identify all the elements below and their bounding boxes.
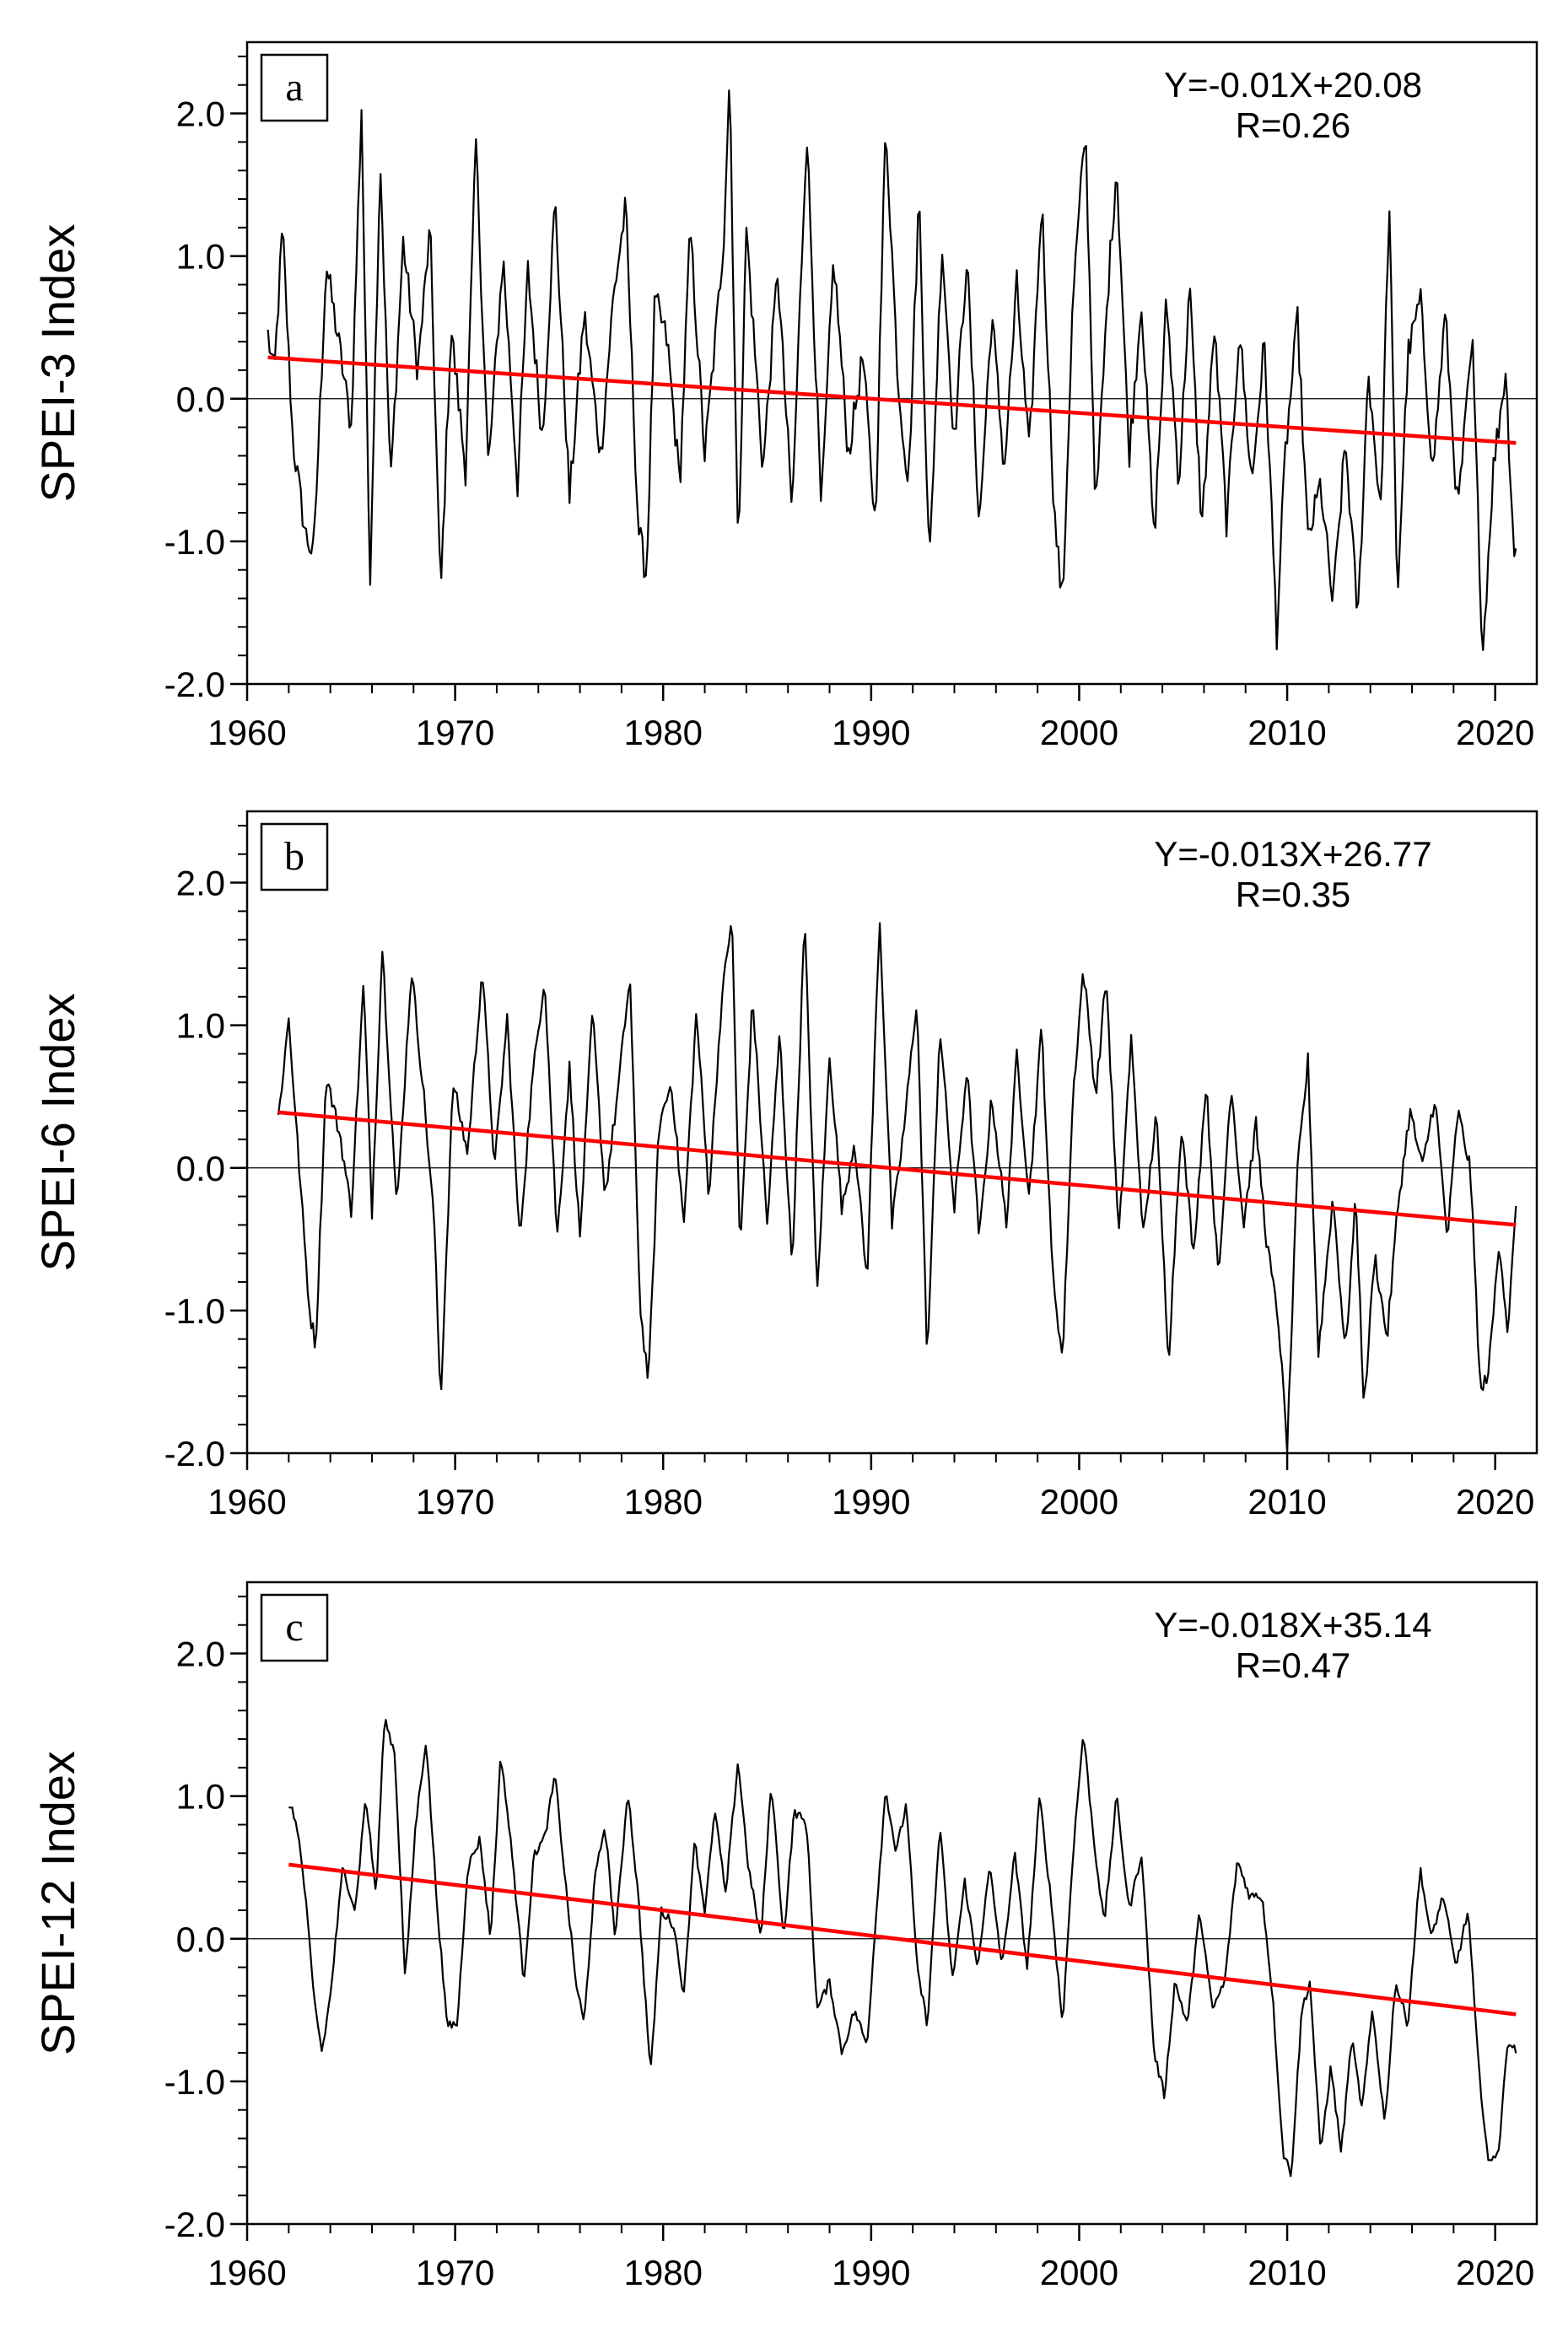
y-tick-label: 0.0 — [176, 1920, 225, 1959]
x-tick-label: 2000 — [1040, 2253, 1118, 2292]
chart-panel-c: 1960 1970 1980 1990 2000 2010 2020 -2.0 -1.0 0.0 1… — [31, 1581, 1538, 2292]
trend-equation: Y=-0.01X+20.08 — [1164, 65, 1422, 105]
y-tick-label: -1.0 — [164, 2062, 225, 2102]
x-tick-label: 1990 — [832, 2253, 910, 2292]
correlation-r: R=0.47 — [1236, 1645, 1351, 1685]
plot-frame — [245, 40, 1538, 686]
x-tick-label: 1980 — [624, 1482, 703, 1521]
x-tick-label: 2010 — [1247, 713, 1326, 752]
x-tick-label: 1990 — [832, 1482, 910, 1521]
panel-label: a — [285, 65, 303, 110]
x-tick-label: 2020 — [1456, 2253, 1534, 2292]
x-tick-label: 2000 — [1040, 713, 1118, 752]
chart-panel-b: 1960 1970 1980 1990 2000 2010 2020 -2.0 -1.0 0.0 1… — [31, 810, 1538, 1521]
trend-equation: Y=-0.013X+26.77 — [1154, 834, 1431, 874]
x-tick-label: 2010 — [1247, 1482, 1326, 1521]
x-tick-label: 2020 — [1456, 713, 1534, 752]
x-tick-label: 1960 — [207, 2253, 286, 2292]
y-tick-label: -1.0 — [164, 1291, 225, 1331]
y-tick-label: 0.0 — [176, 380, 225, 419]
x-tick-label: 1980 — [624, 2253, 703, 2292]
x-tick-label: 2010 — [1247, 2253, 1326, 2292]
y-axis-label: SPEI-12 Index — [31, 1751, 84, 2055]
x-tick-label: 1970 — [416, 2253, 494, 2292]
y-tick-label: 2.0 — [176, 864, 225, 903]
x-tick-label: 1960 — [207, 713, 286, 752]
y-tick-label: -2.0 — [164, 665, 225, 704]
y-tick-label: 2.0 — [176, 1634, 225, 1674]
series-line-0 — [288, 1719, 1517, 2178]
x-tick-label: 1970 — [416, 713, 494, 752]
y-tick-label: -2.0 — [164, 1434, 225, 1473]
x-tick-label: 1990 — [832, 713, 910, 752]
panel-label-box — [260, 53, 329, 122]
y-tick-label: 1.0 — [176, 1006, 225, 1046]
x-tick-label: 1980 — [624, 713, 703, 752]
chart-panel-a: 1960 1970 1980 1990 2000 2010 2020 -2.0 -1.0 0.0 1… — [31, 40, 1538, 752]
correlation-r: R=0.26 — [1236, 105, 1351, 145]
y-tick-label: -1.0 — [164, 522, 225, 562]
x-tick-label: 1960 — [207, 1482, 286, 1521]
trend-line — [267, 355, 1517, 445]
panel-label-box — [260, 1593, 329, 1662]
panel-label: b — [284, 834, 304, 879]
x-tick-label: 2000 — [1040, 1482, 1118, 1521]
x-tick-label: 1970 — [416, 1482, 494, 1521]
y-tick-label: 1.0 — [176, 1777, 225, 1817]
trend-line — [288, 1862, 1517, 2017]
y-axis-label: SPEI-3 Index — [31, 224, 84, 503]
correlation-r: R=0.35 — [1236, 875, 1351, 914]
y-tick-label: 1.0 — [176, 237, 225, 277]
series-line-0 — [267, 89, 1517, 651]
plot-frame — [245, 810, 1538, 1455]
trend-equation: Y=-0.018X+35.14 — [1154, 1605, 1431, 1645]
trend-line — [277, 1110, 1517, 1227]
y-tick-label: -2.0 — [164, 2205, 225, 2244]
y-tick-label: 0.0 — [176, 1149, 225, 1188]
y-tick-label: 2.0 — [176, 94, 225, 134]
x-tick-label: 2020 — [1456, 1482, 1534, 1521]
series-line-0 — [277, 922, 1517, 1455]
plot-frame — [245, 1581, 1538, 2226]
y-axis-label: SPEI-6 Index — [31, 994, 84, 1272]
panel-label-box — [260, 822, 329, 891]
panel-label: c — [285, 1605, 303, 1650]
